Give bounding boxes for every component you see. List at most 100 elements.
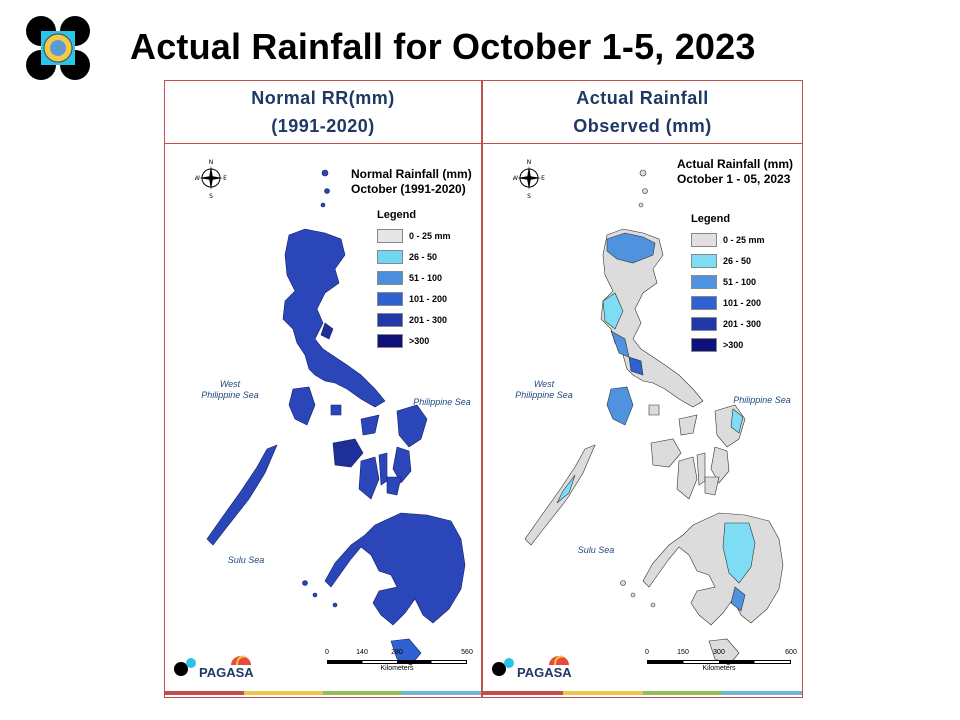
compass-n: N [527, 159, 532, 166]
normal-rainfall-panel: Normal RR(mm) (1991-2020) [164, 80, 482, 698]
north-arrow-compass: N S W E [194, 157, 227, 200]
sea-west-line2: Philippine Sea [201, 390, 259, 400]
scale-tick: 150 [677, 649, 689, 656]
actual-header-line2: Observed (mm) [573, 116, 712, 136]
pagasa-logo-text: PAGASA [517, 665, 572, 680]
normal-scale-bar: 0 140 280 560 Kilometers [325, 649, 473, 672]
strip-red [165, 691, 244, 695]
compass-s: S [527, 193, 531, 199]
legend-label: 101 - 200 [723, 297, 762, 308]
legend-label: 26 - 50 [723, 255, 752, 266]
scale-tick: 0 [645, 649, 649, 656]
actual-legend: Legend 0 - 25 mm 26 - 50 51 - 100 101 - … [691, 213, 765, 355]
legend-swatch [691, 316, 717, 331]
sea-label-east: Philippine Sea [733, 395, 791, 405]
scale-tick: 0 [325, 649, 329, 656]
sea-label-west: West Philippine Sea [509, 379, 579, 401]
legend-row: >300 [691, 334, 765, 355]
legend-row: 201 - 300 [691, 313, 765, 334]
strip-red [483, 691, 563, 695]
legend-swatch [377, 291, 403, 306]
sea-west-line2: Philippine Sea [515, 390, 573, 400]
legend-label: 101 - 200 [409, 293, 448, 304]
normal-header-line2: (1991-2020) [271, 116, 375, 136]
strip-yellow [562, 691, 643, 695]
north-arrow-compass: N S W E [512, 157, 545, 200]
dost-logo-icon [24, 14, 92, 82]
scale-line [327, 660, 467, 664]
scale-ticks: 0 140 280 560 [325, 649, 473, 659]
legend-label: 0 - 25 mm [723, 234, 765, 245]
pagasa-logo-icon: PAGASA [492, 655, 572, 680]
legend-label: 0 - 25 mm [409, 230, 451, 241]
normal-map-title: Normal Rainfall (mm) October (1991-2020) [351, 167, 472, 197]
legend-label: 26 - 50 [409, 251, 438, 262]
legend-swatch [377, 270, 403, 285]
legend-swatch [377, 312, 403, 327]
strip-blue [402, 691, 481, 695]
pagasa-logo-icon: PAGASA [174, 655, 254, 680]
sea-west-line1: West [533, 379, 555, 389]
legend-swatch [691, 337, 717, 352]
scale-unit: Kilometers [702, 665, 736, 672]
compass-n: N [209, 159, 214, 166]
actual-map-title: Actual Rainfall (mm) October 1 - 05, 202… [677, 157, 793, 187]
legend-row: 26 - 50 [691, 250, 765, 271]
legend-label: 201 - 300 [723, 318, 762, 329]
compass-s: S [209, 193, 213, 199]
strip-yellow [244, 691, 323, 695]
legend-swatch [691, 253, 717, 268]
legend-label: 201 - 300 [409, 314, 448, 325]
normal-map-graphic [206, 169, 466, 666]
scale-tick: 560 [461, 649, 473, 656]
legend-label: >300 [409, 335, 430, 346]
sea-label-west: West Philippine Sea [195, 379, 265, 401]
scale-tick: 140 [356, 649, 368, 656]
legend-swatch [691, 274, 717, 289]
color-strip [483, 691, 802, 695]
legend-row: 101 - 200 [377, 288, 451, 309]
scale-ticks: 0 150 300 600 [645, 649, 797, 659]
scale-tick: 280 [391, 649, 403, 656]
actual-header-line1: Actual Rainfall [576, 88, 709, 108]
legend-swatch [377, 228, 403, 243]
pagasa-logo: PAGASA [171, 651, 259, 687]
sea-label-east: Philippine Sea [413, 397, 471, 407]
scale-tick: 300 [713, 649, 725, 656]
legend-row: 51 - 100 [377, 267, 451, 288]
compass-e: E [223, 175, 227, 182]
compass-rose-icon: N S W E [194, 159, 227, 200]
legend-row: 201 - 300 [377, 309, 451, 330]
normal-legend-title: Legend [377, 209, 417, 221]
actual-legend-title: Legend [691, 213, 731, 225]
strip-green [323, 691, 402, 695]
actual-scale-bar: 0 150 300 600 Kilometers [645, 649, 797, 672]
normal-map-title-line1: Normal Rainfall (mm) [351, 167, 472, 181]
actual-map-title-line1: Actual Rainfall (mm) [677, 157, 794, 171]
legend-row: 101 - 200 [691, 292, 765, 313]
sea-label-south: Sulu Sea [577, 545, 615, 555]
legend-swatch [691, 295, 717, 310]
slide-title: Actual Rainfall for October 1-5, 2023 [130, 26, 756, 67]
legend-row: >300 [377, 330, 451, 351]
actual-map-graphic [524, 169, 784, 666]
compass-rose-icon: N S W E [512, 159, 545, 200]
color-strip [165, 691, 481, 695]
agency-logo [24, 14, 92, 82]
scale-line [647, 660, 791, 664]
actual-rainfall-panel: Actual Rainfall Observed (mm) [482, 80, 803, 698]
scale-unit: Kilometers [380, 665, 414, 672]
normal-map-title-line2: October (1991-2020) [351, 182, 466, 196]
strip-blue [722, 691, 802, 695]
sea-label-south: Sulu Sea [227, 555, 265, 565]
legend-swatch [691, 232, 717, 247]
compass-w: W [513, 175, 518, 182]
strip-green [642, 691, 723, 695]
legend-swatch [377, 249, 403, 264]
normal-header-line1: Normal RR(mm) [251, 88, 395, 108]
actual-panel-header: Actual Rainfall Observed (mm) [483, 81, 802, 144]
sea-west-line1: West [219, 379, 241, 389]
compass-e: E [541, 175, 545, 182]
legend-label: 51 - 100 [723, 276, 757, 287]
legend-row: 51 - 100 [691, 271, 765, 292]
